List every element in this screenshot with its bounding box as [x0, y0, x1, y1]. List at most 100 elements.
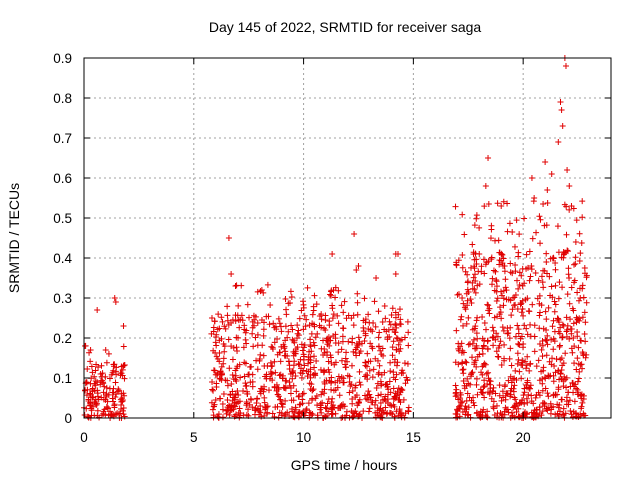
data-point	[111, 295, 118, 301]
data-point	[233, 282, 240, 289]
data-point	[574, 386, 581, 393]
data-point	[112, 379, 119, 386]
data-point	[296, 361, 303, 368]
data-point	[476, 224, 483, 231]
data-point	[346, 373, 353, 380]
data-point	[210, 324, 217, 331]
data-point	[533, 413, 540, 420]
data-point	[265, 387, 272, 394]
data-point	[228, 271, 235, 277]
data-point	[498, 397, 505, 404]
data-point	[372, 397, 379, 404]
data-point	[579, 282, 586, 289]
data-point	[579, 314, 586, 321]
data-point	[251, 322, 258, 329]
data-point	[550, 392, 557, 399]
data-point	[332, 410, 339, 417]
data-point	[462, 411, 469, 418]
data-point	[498, 361, 505, 368]
data-point	[318, 409, 325, 416]
data-point	[292, 406, 299, 413]
data-point	[360, 328, 367, 335]
data-point	[405, 408, 412, 415]
data-point	[521, 412, 528, 419]
data-point	[303, 316, 310, 323]
data-point	[544, 341, 551, 348]
data-point	[234, 348, 241, 354]
data-point	[247, 379, 254, 386]
data-point	[279, 403, 286, 410]
data-point	[531, 348, 538, 355]
data-point	[366, 391, 373, 398]
data-point	[396, 408, 403, 415]
data-point	[365, 388, 372, 395]
data-point	[395, 251, 402, 257]
data-point	[365, 408, 372, 415]
data-point	[389, 305, 396, 312]
data-point	[574, 378, 581, 385]
data-point	[224, 377, 231, 384]
data-point	[243, 400, 250, 407]
data-point	[121, 375, 128, 382]
data-point	[249, 330, 256, 337]
data-point	[500, 302, 507, 309]
data-point	[516, 368, 523, 375]
data-point	[229, 371, 236, 378]
data-point	[575, 375, 582, 382]
data-point	[485, 258, 492, 265]
data-point	[229, 388, 236, 395]
data-point	[543, 259, 550, 266]
data-point	[390, 401, 397, 408]
data-point	[502, 404, 509, 411]
data-point	[481, 394, 488, 401]
data-point	[573, 366, 580, 373]
data-point	[390, 338, 397, 345]
data-point	[289, 375, 296, 382]
data-point	[252, 313, 259, 320]
data-point	[83, 392, 90, 399]
data-point	[320, 367, 327, 374]
data-point	[569, 379, 576, 386]
data-point	[338, 302, 345, 309]
data-point	[472, 278, 479, 285]
data-point	[363, 363, 370, 370]
data-point	[219, 318, 226, 325]
data-point	[581, 331, 588, 337]
data-point	[392, 314, 399, 321]
data-point	[290, 382, 297, 389]
data-point	[243, 327, 250, 334]
data-point	[528, 266, 535, 273]
data-point	[523, 365, 530, 372]
data-point	[246, 314, 253, 321]
data-point	[453, 327, 460, 334]
data-point	[216, 395, 223, 402]
data-point	[293, 335, 300, 342]
data-point	[264, 281, 271, 288]
data-point	[362, 316, 369, 323]
data-point	[523, 325, 530, 332]
data-point	[82, 343, 89, 349]
data-point	[537, 216, 544, 223]
data-point	[473, 261, 480, 268]
data-point	[583, 272, 590, 279]
data-point	[105, 412, 112, 419]
data-point	[384, 383, 391, 390]
data-point	[340, 309, 347, 316]
data-point	[532, 394, 539, 401]
data-point	[499, 324, 506, 331]
data-point	[372, 323, 379, 330]
data-point	[528, 409, 535, 416]
data-point	[106, 375, 113, 382]
data-point	[516, 231, 523, 238]
data-point	[557, 99, 564, 105]
data-point	[281, 352, 288, 359]
data-point	[285, 300, 292, 307]
data-point	[225, 336, 232, 343]
data-point	[93, 402, 100, 409]
data-point	[288, 294, 295, 301]
data-point	[582, 354, 589, 361]
data-point	[464, 286, 471, 293]
data-point	[373, 385, 380, 392]
data-point	[555, 328, 562, 335]
